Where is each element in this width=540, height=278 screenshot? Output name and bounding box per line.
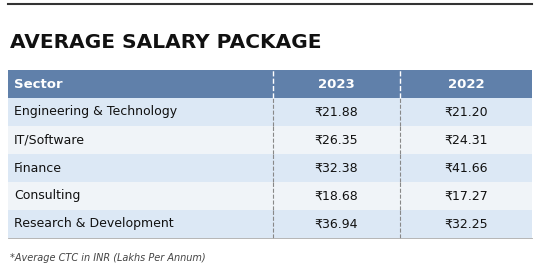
- Text: Engineering & Technology: Engineering & Technology: [14, 105, 177, 118]
- Bar: [8, 182, 532, 210]
- Bar: [8, 210, 532, 238]
- Text: ₹26.35: ₹26.35: [314, 133, 358, 147]
- Text: ₹21.20: ₹21.20: [444, 105, 488, 118]
- Text: 2022: 2022: [448, 78, 484, 91]
- Text: Consulting: Consulting: [14, 190, 80, 202]
- Text: ₹18.68: ₹18.68: [314, 190, 358, 202]
- Text: Finance: Finance: [14, 162, 62, 175]
- Text: ₹32.38: ₹32.38: [314, 162, 358, 175]
- Bar: [8, 154, 532, 182]
- Text: ₹32.25: ₹32.25: [444, 217, 488, 230]
- Text: 2023: 2023: [318, 78, 355, 91]
- Text: ₹36.94: ₹36.94: [314, 217, 358, 230]
- Text: ₹24.31: ₹24.31: [444, 133, 488, 147]
- Text: ₹21.88: ₹21.88: [314, 105, 358, 118]
- Text: ₹17.27: ₹17.27: [444, 190, 488, 202]
- Bar: [8, 98, 532, 126]
- Bar: [8, 70, 532, 98]
- Text: AVERAGE SALARY PACKAGE: AVERAGE SALARY PACKAGE: [10, 33, 321, 51]
- Text: Research & Development: Research & Development: [14, 217, 174, 230]
- Bar: [8, 126, 532, 154]
- Text: ₹41.66: ₹41.66: [444, 162, 488, 175]
- Text: IT/Software: IT/Software: [14, 133, 85, 147]
- Text: *Average CTC in INR (Lakhs Per Annum): *Average CTC in INR (Lakhs Per Annum): [10, 253, 206, 263]
- Text: Sector: Sector: [14, 78, 63, 91]
